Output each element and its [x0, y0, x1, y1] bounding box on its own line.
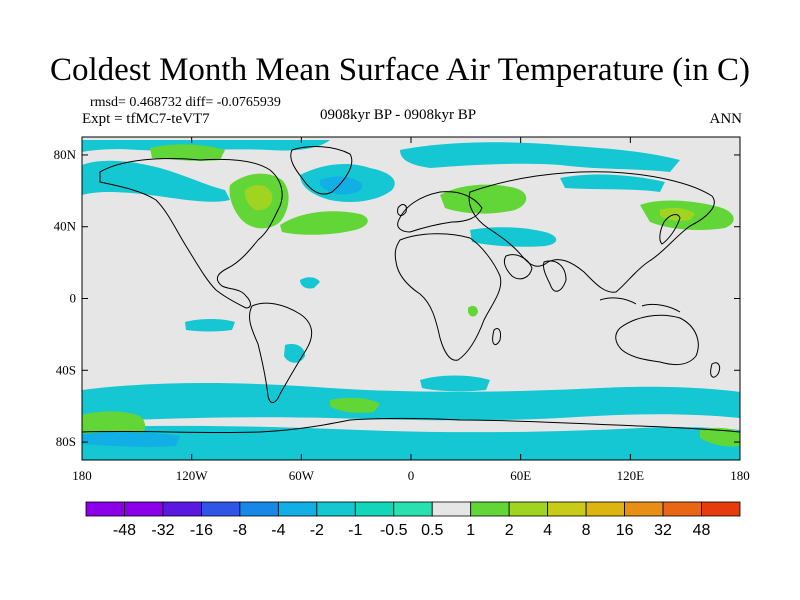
colorbar-box	[316, 501, 356, 517]
colorbar-box	[431, 501, 472, 517]
lon-tick-label: 0	[408, 468, 415, 483]
latitude-axis: 80N 40N 0 40S 80S	[54, 147, 740, 449]
colorbar-box	[662, 501, 702, 517]
lat-tick-label: 0	[70, 291, 77, 306]
lon-tick-label: 120W	[176, 468, 209, 483]
colorbar-label: 0.5	[421, 522, 443, 539]
lat-tick-label: 80N	[54, 147, 77, 162]
colorbar-label: 2	[505, 522, 514, 539]
colorbar-box	[201, 501, 241, 517]
colorbar-label: 4	[543, 522, 552, 539]
colorbar-label: -48	[113, 522, 136, 539]
stats-text: rmsd= 0.468732 diff= -0.0765939	[90, 95, 281, 110]
colorbar-box	[508, 501, 549, 517]
lon-tick-label: 60E	[510, 468, 531, 483]
colorbar-label: 48	[693, 522, 711, 539]
negative-mid-anomaly-patches	[82, 176, 363, 447]
colorbar-label: 1	[466, 522, 475, 539]
longitude-axis: 180 120W 60W 0 60E 120E 180	[72, 137, 750, 483]
colorbar-box	[547, 501, 587, 517]
colorbar: -48 -32 -16 -8 -4 -2 -1 -0.5 0.5 1 2 4 8 16 32 48	[85, 501, 741, 539]
colorbar-box	[624, 501, 664, 517]
lon-tick-label: 180	[72, 468, 92, 483]
colorbar-box	[585, 501, 625, 517]
colorbar-label: -1	[348, 522, 362, 539]
colorbar-label: -16	[190, 522, 213, 539]
colorbar-label: 8	[582, 522, 591, 539]
colorbar-label: -8	[233, 522, 247, 539]
lat-tick-label: 40S	[56, 362, 76, 377]
coastlines	[82, 146, 740, 434]
colorbar-box	[393, 501, 433, 517]
colorbar-box	[85, 501, 125, 517]
colorbar-box	[354, 501, 395, 517]
colorbar-label: -32	[151, 522, 174, 539]
colorbar-box	[277, 501, 318, 517]
colorbar-box	[701, 501, 741, 517]
colorbar-label: 16	[616, 522, 634, 539]
lat-tick-label: 40N	[54, 219, 77, 234]
lat-tick-label: 80S	[56, 434, 76, 449]
colorbar-label: -4	[271, 522, 285, 539]
lon-tick-label: 180	[730, 468, 750, 483]
season-label: ANN	[709, 111, 743, 127]
lon-tick-label: 60W	[289, 468, 315, 483]
colorbar-box	[470, 501, 510, 517]
colorbar-label: 32	[654, 522, 672, 539]
chart-title: Coldest Month Mean Surface Air Temperatu…	[50, 52, 750, 88]
colorbar-label: -2	[310, 522, 324, 539]
experiment-label: Expt = tfMC7-teVT7	[82, 111, 210, 127]
colorbar-label: -0.5	[380, 522, 408, 539]
period-label: 0908kyr BP - 0908kyr BP	[320, 107, 477, 123]
colorbar-box	[239, 501, 279, 517]
lon-tick-label: 120E	[617, 468, 645, 483]
colorbar-box	[162, 501, 202, 517]
colorbar-box	[124, 501, 164, 517]
